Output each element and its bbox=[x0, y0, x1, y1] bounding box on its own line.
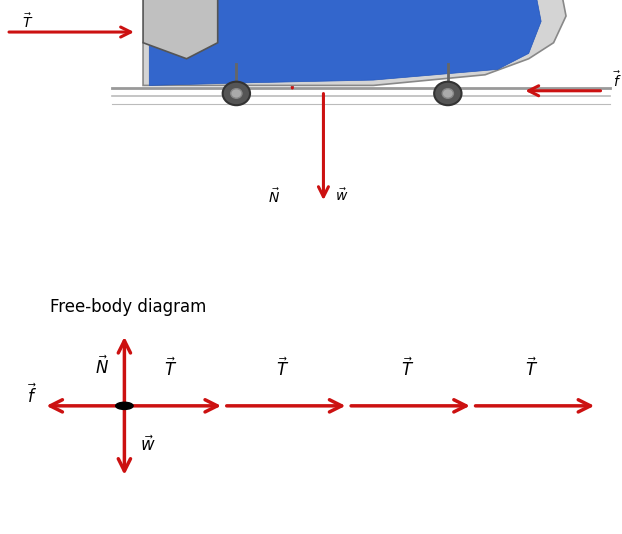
Text: $\vec{T}$: $\vec{T}$ bbox=[164, 358, 178, 380]
Circle shape bbox=[231, 89, 242, 98]
Polygon shape bbox=[149, 0, 541, 85]
Text: $\vec{w}$: $\vec{w}$ bbox=[140, 436, 156, 455]
Text: $\vec{f}$: $\vec{f}$ bbox=[27, 384, 37, 407]
Text: $\vec{w}$: $\vec{w}$ bbox=[335, 187, 349, 203]
Polygon shape bbox=[143, 0, 566, 85]
Text: $\vec{T}$: $\vec{T}$ bbox=[401, 358, 414, 380]
Circle shape bbox=[442, 89, 453, 98]
Circle shape bbox=[434, 82, 462, 105]
Text: $\vec{N}$: $\vec{N}$ bbox=[95, 355, 109, 378]
Text: $\vec{T}$: $\vec{T}$ bbox=[22, 12, 34, 30]
Polygon shape bbox=[143, 0, 218, 59]
Text: Free-body diagram: Free-body diagram bbox=[50, 298, 206, 316]
Text: $\vec{f}$: $\vec{f}$ bbox=[613, 70, 621, 90]
Circle shape bbox=[223, 82, 250, 105]
Text: $\vec{T}$: $\vec{T}$ bbox=[525, 358, 539, 380]
Text: $\vec{T}$: $\vec{T}$ bbox=[276, 358, 290, 380]
Circle shape bbox=[116, 402, 133, 410]
Text: $\vec{N}$: $\vec{N}$ bbox=[267, 187, 280, 206]
